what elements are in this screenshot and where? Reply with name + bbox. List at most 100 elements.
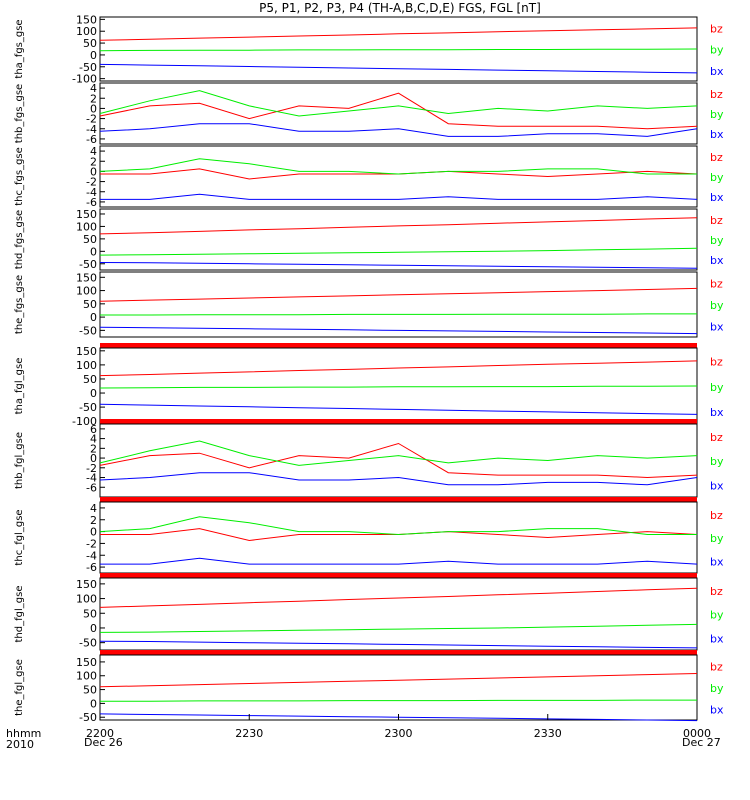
series-bx-line <box>100 193 698 200</box>
legend-by: by <box>710 299 724 312</box>
data-quality-bar <box>100 343 697 348</box>
series-bx-line <box>99 640 698 649</box>
legend-bx: bx <box>710 704 724 717</box>
y-tick-label: -50 <box>79 61 97 74</box>
series-bz-line <box>99 217 698 235</box>
y-tick-label: 4 <box>90 433 97 446</box>
series-bx-line <box>100 557 698 565</box>
legend-bx: bx <box>710 321 724 334</box>
series-bx-line <box>99 403 698 415</box>
x-tick-label: 2300 <box>385 727 413 740</box>
y-tick-label: 100 <box>76 359 97 372</box>
y-tick-label: 100 <box>76 25 97 38</box>
start-date-label: Dec 26 <box>84 736 123 749</box>
legend-bx: bx <box>710 632 724 645</box>
series-bx-line <box>99 326 698 335</box>
series-bz-line <box>99 673 698 688</box>
legend-bx: bx <box>710 128 724 141</box>
series-bz-line <box>99 587 698 608</box>
y-tick-label: 2 <box>90 92 97 105</box>
end-date-label: Dec 27 <box>682 736 721 749</box>
panel-ylabel: thd_fgs_gse <box>14 210 25 269</box>
legend-bz: bz <box>710 585 723 598</box>
y-tick-label: -2 <box>86 113 97 126</box>
y-tick-label: -50 <box>79 711 97 724</box>
y-tick-label: 0 <box>90 526 97 539</box>
x-tick-label: 2330 <box>534 727 562 740</box>
y-tick-label: -50 <box>79 637 97 650</box>
y-tick-label: -6 <box>86 196 97 209</box>
legend-by: by <box>710 381 724 394</box>
legend-bx: bx <box>710 254 724 267</box>
panel-ylabel: thd_fgl_gse <box>14 586 25 643</box>
legend-bx: bx <box>710 556 724 569</box>
y-tick-label: -50 <box>79 324 97 337</box>
legend-by: by <box>710 532 724 545</box>
series-bz-line <box>99 287 698 302</box>
series-by-line <box>99 516 697 536</box>
panel-frame <box>99 423 698 498</box>
y-tick-label: 50 <box>83 373 97 386</box>
panel-frame <box>99 501 698 574</box>
data-quality-bar <box>100 419 697 424</box>
y-tick-label: -50 <box>79 401 97 414</box>
series-by-line <box>99 90 698 117</box>
panel-thc_fgs_gse: 420-2-4-6 thc_fgs_gse bz by bx <box>14 145 724 209</box>
legend-bz: bz <box>710 431 723 444</box>
legend-by: by <box>710 171 724 184</box>
y-tick-label: 100 <box>76 285 97 298</box>
y-tick-label: 2 <box>90 514 97 527</box>
panel-frame <box>99 577 698 651</box>
y-tick-label: 100 <box>76 670 97 683</box>
y-tick-label: 2 <box>90 155 97 168</box>
panel-ylabel: the_fgs_gse <box>14 275 25 334</box>
legend-bx: bx <box>710 191 724 204</box>
series-bx-line <box>99 63 698 74</box>
x-tick-label: 2200 <box>86 727 114 740</box>
legend-bx: bx <box>710 406 724 419</box>
series-bx-line <box>99 123 698 137</box>
y-tick-label: -4 <box>86 123 97 136</box>
series-bx-line <box>99 262 698 269</box>
series-by-line <box>99 385 698 389</box>
panel-frame <box>99 654 698 721</box>
series-by-line <box>99 440 698 466</box>
plot-title: P5, P1, P2, P3, P4 (TH-A,B,C,D,E) FGS, F… <box>259 1 541 15</box>
y-tick-label: 150 <box>76 578 97 591</box>
series-bz-line <box>99 360 698 377</box>
y-tick-label: 50 <box>83 298 97 311</box>
panel-ylabel: thb_fgs_gse <box>14 84 25 143</box>
panel-thc_fgl_gse: 420-2-4-6 thc_fgl_gse bz by bx <box>14 501 724 578</box>
series-bx-line <box>99 472 698 486</box>
y-tick-label: 0 <box>90 311 97 324</box>
y-tick-label: 50 <box>83 607 97 620</box>
y-tick-label: 0 <box>90 165 97 178</box>
panel-ylabel: the_fgl_gse <box>14 659 25 716</box>
data-quality-bar <box>100 650 697 655</box>
panel-frame <box>99 208 698 271</box>
legend-bz: bz <box>710 278 723 291</box>
legend-bz: bz <box>710 23 723 36</box>
y-tick-label: -6 <box>86 481 97 494</box>
series-bz-line <box>99 92 698 130</box>
y-tick-label: 150 <box>76 208 97 221</box>
panel-ylabel: thb_fgl_gse <box>14 432 25 489</box>
time-axis: hhmm 2010 Dec 26 Dec 27 2200 2230 2300 2330… <box>6 714 721 751</box>
y-tick-label: 150 <box>76 656 97 669</box>
series-by-line <box>100 313 697 316</box>
series-by-line <box>99 48 698 52</box>
y-tick-label: -2 <box>86 176 97 189</box>
year-label: 2010 <box>6 738 34 751</box>
y-tick-label: -2 <box>86 462 97 475</box>
y-tick-label: 4 <box>90 145 97 158</box>
y-tick-label: -2 <box>86 537 97 550</box>
panel-ylabel: tha_fgl_gse <box>14 358 25 415</box>
y-tick-label: 0 <box>90 697 97 710</box>
series-by-line <box>99 247 698 256</box>
